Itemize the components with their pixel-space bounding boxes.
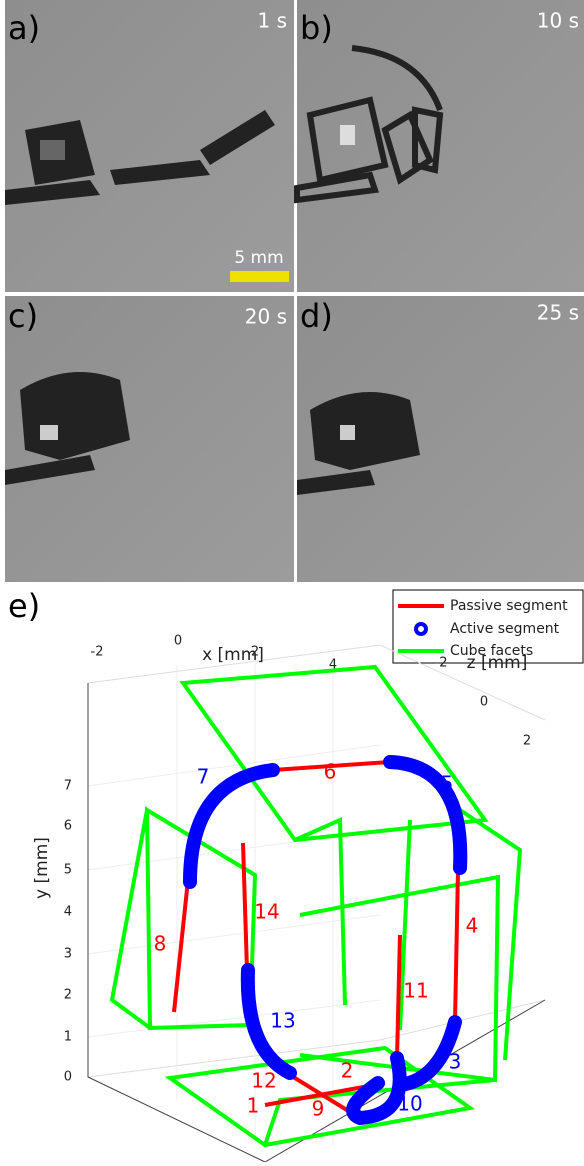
y-tick-label: 7 — [64, 779, 72, 794]
z-tick-label: -2 — [435, 656, 448, 671]
legend-label: Active segment — [450, 621, 560, 637]
segment-label: 4 — [466, 914, 479, 938]
segment-label: 14 — [254, 900, 279, 924]
panel-label: c) — [8, 297, 38, 335]
x-tick-label: 4 — [329, 658, 337, 673]
y-tick-label: 3 — [64, 947, 72, 962]
segment-label: 9 — [312, 1097, 325, 1121]
panel-label: a) — [8, 9, 40, 47]
panel-label: e) — [8, 587, 40, 625]
page: a) 1 s b) 10 s c) 20 s d) 25 s 5 mm e) Passive … — [0, 0, 584, 1162]
y-tick-label: 1 — [64, 1030, 72, 1045]
segment-label: 13 — [270, 1009, 295, 1033]
active-segments — [190, 762, 460, 1118]
time-label: 20 s — [245, 305, 287, 329]
z-tick-label: 2 — [523, 734, 531, 749]
x-tick-label: -2 — [91, 645, 104, 660]
segment-label: 3 — [449, 1050, 462, 1074]
x-tick-label: 0 — [174, 634, 182, 649]
y-tick-label: 0 — [64, 1070, 72, 1085]
segment-label: 7 — [197, 765, 210, 789]
time-label: 1 s — [257, 9, 287, 33]
axis-label: y [mm] — [32, 837, 52, 899]
axes-box — [88, 645, 545, 1162]
panel-label: b) — [300, 9, 333, 47]
time-label: 10 s — [537, 9, 579, 33]
z-tick-label: 0 — [480, 695, 488, 710]
segment-label: 6 — [324, 760, 337, 784]
figure: a) 1 s b) 10 s c) 20 s d) 25 s 5 mm e) Passive … — [0, 0, 584, 1162]
segment-label: 11 — [403, 979, 428, 1003]
y-tick-label: 5 — [64, 863, 72, 878]
segment-label: 2 — [341, 1059, 354, 1083]
legend-label: Passive segment — [450, 598, 568, 614]
time-label: 25 s — [537, 301, 579, 325]
photos — [5, 0, 584, 582]
x-tick-label: 2 — [251, 645, 259, 660]
y-tick-label: 4 — [64, 905, 72, 920]
y-tick-label: 6 — [64, 819, 72, 834]
segment-label: 5 — [441, 772, 454, 796]
segment-label: 1 — [247, 1094, 260, 1118]
axis-label: z [mm] — [467, 653, 528, 673]
segment-label: 12 — [251, 1069, 276, 1093]
y-tick-label: 2 — [64, 988, 72, 1003]
passive-segments — [174, 762, 458, 1115]
segment-label: 8 — [154, 932, 167, 956]
segment-label: 10 — [397, 1092, 422, 1116]
scale-bar-label: 5 mm — [234, 248, 283, 268]
panel-label: d) — [300, 297, 333, 335]
